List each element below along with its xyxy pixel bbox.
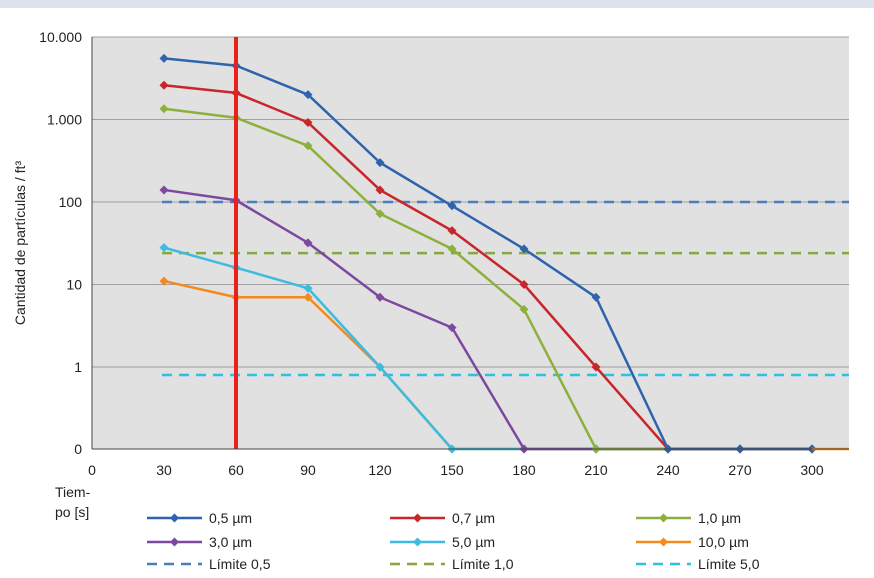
x-tick-label: 240 xyxy=(656,462,680,478)
data-point xyxy=(303,117,313,127)
legend-label: 3,0 µm xyxy=(209,534,252,550)
data-point xyxy=(303,90,313,100)
data-point xyxy=(375,185,385,195)
x-tick-label: 60 xyxy=(228,462,244,478)
legend: 0,5 µm 0,7 µm 1,0 µm 3,0 µm 5,0 µm 10,0 µm Lím… xyxy=(147,510,760,572)
x-tick-label: 150 xyxy=(440,462,464,478)
data-point xyxy=(159,185,169,195)
data-point xyxy=(447,201,457,211)
x-axis-title-line: Tiem- xyxy=(55,484,91,500)
y-tick-label: 1 xyxy=(74,359,82,375)
data-point xyxy=(447,323,457,333)
data-point xyxy=(519,280,529,289)
x-axis-title-line: po [s] xyxy=(55,504,89,520)
top-border-band xyxy=(0,0,874,8)
data-point xyxy=(159,80,169,90)
legend-marker xyxy=(413,513,422,523)
data-point xyxy=(159,53,169,63)
y-tick-label: 0 xyxy=(74,441,82,457)
legend-label: 0,5 µm xyxy=(209,510,252,526)
legend-marker xyxy=(170,513,179,523)
legend-marker xyxy=(170,537,179,547)
data-point xyxy=(447,244,457,254)
data-point xyxy=(159,243,169,253)
data-point xyxy=(447,226,457,236)
y-axis-title: Cantidad de partículas / ft³ xyxy=(12,161,28,326)
data-point xyxy=(303,141,313,151)
legend-label: Límite 1,0 xyxy=(452,556,514,572)
data-point xyxy=(519,304,529,314)
data-point xyxy=(159,276,169,286)
data-point xyxy=(375,292,385,302)
axes: 0 1 10 100 1.000 10.000 0 30 60 90 120 150 180 210 240… xyxy=(12,29,849,520)
y-tick-label: 100 xyxy=(59,194,83,210)
y-tick-label: 1.000 xyxy=(47,112,82,128)
y-tick-label: 10 xyxy=(66,277,82,293)
x-tick-label: 180 xyxy=(512,462,536,478)
data-point xyxy=(159,104,169,114)
data-point xyxy=(375,209,385,219)
data-point xyxy=(591,362,601,372)
x-tick-label: 270 xyxy=(728,462,752,478)
data-point xyxy=(375,362,385,372)
y-tick-label: 10.000 xyxy=(39,29,82,45)
data-point xyxy=(519,244,529,254)
x-tick-label: 210 xyxy=(584,462,608,478)
legend-label: 1,0 µm xyxy=(698,510,741,526)
legend-label: Límite 0,5 xyxy=(209,556,271,572)
data-point xyxy=(303,238,313,248)
data-point xyxy=(303,283,313,293)
limit-lines xyxy=(162,200,849,377)
legend-marker xyxy=(659,537,668,547)
x-tick-label: 120 xyxy=(368,462,392,478)
legend-label: 5,0 µm xyxy=(452,534,495,550)
legend-marker xyxy=(413,537,422,547)
x-tick-label: 90 xyxy=(300,462,316,478)
legend-label: Límite 5,0 xyxy=(698,556,760,572)
x-tick-label: 0 xyxy=(88,462,96,478)
x-tick-label: 30 xyxy=(156,462,172,478)
data-point xyxy=(591,292,601,302)
legend-label: 0,7 µm xyxy=(452,510,495,526)
x-tick-label: 300 xyxy=(800,462,824,478)
data-point xyxy=(375,158,385,168)
legend-marker xyxy=(659,513,668,523)
legend-label: 10,0 µm xyxy=(698,534,749,550)
data-point xyxy=(303,292,313,302)
